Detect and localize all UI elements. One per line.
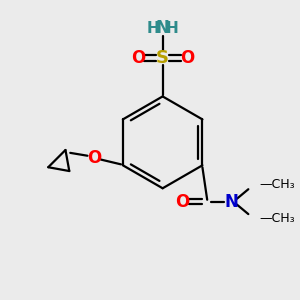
Text: N: N xyxy=(156,20,170,38)
Text: —CH₃: —CH₃ xyxy=(260,212,296,225)
Text: O: O xyxy=(130,49,145,67)
Text: O: O xyxy=(87,149,101,167)
Text: O: O xyxy=(175,193,189,211)
Text: N: N xyxy=(224,193,238,211)
Text: H: H xyxy=(166,21,178,36)
Text: S: S xyxy=(156,49,169,67)
Text: O: O xyxy=(180,49,195,67)
Text: —CH₃: —CH₃ xyxy=(260,178,296,191)
Text: H: H xyxy=(147,21,160,36)
